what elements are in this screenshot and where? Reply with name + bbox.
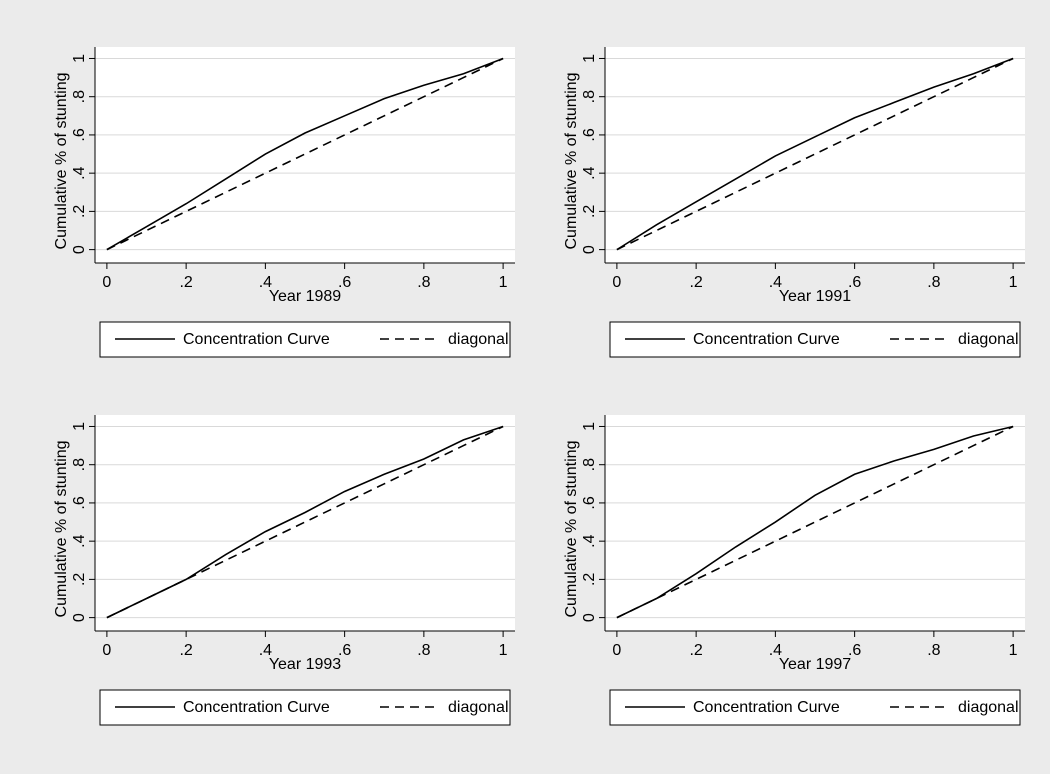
legend-label: Concentration Curve [183, 331, 330, 348]
y-tick-label: 0 [581, 613, 598, 622]
x-tick-label: 1 [499, 274, 508, 291]
x-tick-label: .6 [848, 274, 861, 291]
x-axis-title: Year 1997 [779, 656, 851, 673]
legend-label: diagonal [448, 331, 509, 348]
series-line [616, 425, 1014, 619]
x-tick-label: .2 [689, 642, 702, 659]
y-tick-label: .4 [581, 166, 598, 179]
x-tick-label: .2 [179, 274, 192, 291]
x-tick-label: .8 [417, 274, 430, 291]
series-line [616, 57, 1014, 251]
y-tick-label: .8 [71, 458, 88, 471]
y-tick-label: .2 [581, 205, 598, 218]
x-tick-label: 0 [102, 274, 111, 291]
x-tick-label: 1 [1009, 274, 1018, 291]
y-tick-label: 0 [581, 245, 598, 254]
y-tick-label: .2 [581, 573, 598, 586]
x-axis-title: Year 1991 [779, 288, 851, 305]
y-tick-label: 1 [71, 422, 88, 431]
x-axis-title: Year 1993 [269, 656, 341, 673]
x-tick-label: 0 [102, 642, 111, 659]
x-tick-label: .4 [769, 642, 782, 659]
y-tick-label: 0 [71, 613, 88, 622]
y-tick-label: .4 [71, 534, 88, 547]
series-line [106, 57, 504, 251]
x-tick-label: 0 [612, 642, 621, 659]
y-axis-title: Cumulative % of stunting [563, 73, 580, 250]
series-line [616, 425, 1014, 619]
x-tick-label: .6 [338, 642, 351, 659]
y-axis-title: Cumulative % of stunting [53, 441, 70, 618]
x-tick-label: 0 [612, 274, 621, 291]
series-line [106, 425, 504, 619]
x-tick-label: 1 [1009, 642, 1018, 659]
x-tick-label: .2 [689, 274, 702, 291]
x-tick-label: .8 [927, 274, 940, 291]
x-tick-label: .8 [927, 642, 940, 659]
x-tick-label: .4 [769, 274, 782, 291]
legend-label: Concentration Curve [183, 699, 330, 716]
y-tick-label: 1 [581, 54, 598, 63]
y-tick-label: 1 [71, 54, 88, 63]
y-tick-label: .8 [581, 90, 598, 103]
y-tick-label: .6 [581, 496, 598, 509]
x-tick-label: .2 [179, 642, 192, 659]
y-tick-label: 0 [71, 245, 88, 254]
series-line [106, 57, 504, 251]
y-tick-label: .4 [71, 166, 88, 179]
y-tick-label: .6 [71, 128, 88, 141]
x-axis-title: Year 1989 [269, 288, 341, 305]
y-tick-label: .8 [71, 90, 88, 103]
x-tick-label: .6 [848, 642, 861, 659]
series-line [106, 425, 504, 619]
series-line [616, 57, 1014, 251]
y-axis-title: Cumulative % of stunting [53, 73, 70, 250]
x-tick-label: .4 [259, 274, 272, 291]
x-tick-label: .4 [259, 642, 272, 659]
plot-area [95, 415, 515, 631]
y-tick-label: .4 [581, 534, 598, 547]
x-tick-label: .6 [338, 274, 351, 291]
y-tick-label: .6 [581, 128, 598, 141]
x-tick-label: .8 [417, 642, 430, 659]
legend-label: diagonal [958, 331, 1019, 348]
y-tick-label: .8 [581, 458, 598, 471]
y-tick-label: .6 [71, 496, 88, 509]
legend-label: Concentration Curve [693, 699, 840, 716]
y-tick-label: 1 [581, 422, 598, 431]
plot-area [95, 47, 515, 263]
y-axis-title: Cumulative % of stunting [563, 441, 580, 618]
legend-label: diagonal [448, 699, 509, 716]
legend-label: diagonal [958, 699, 1019, 716]
plot-area [605, 415, 1025, 631]
plot-area [605, 47, 1025, 263]
y-tick-label: .2 [71, 205, 88, 218]
x-tick-label: 1 [499, 642, 508, 659]
y-tick-label: .2 [71, 573, 88, 586]
legend-label: Concentration Curve [693, 331, 840, 348]
